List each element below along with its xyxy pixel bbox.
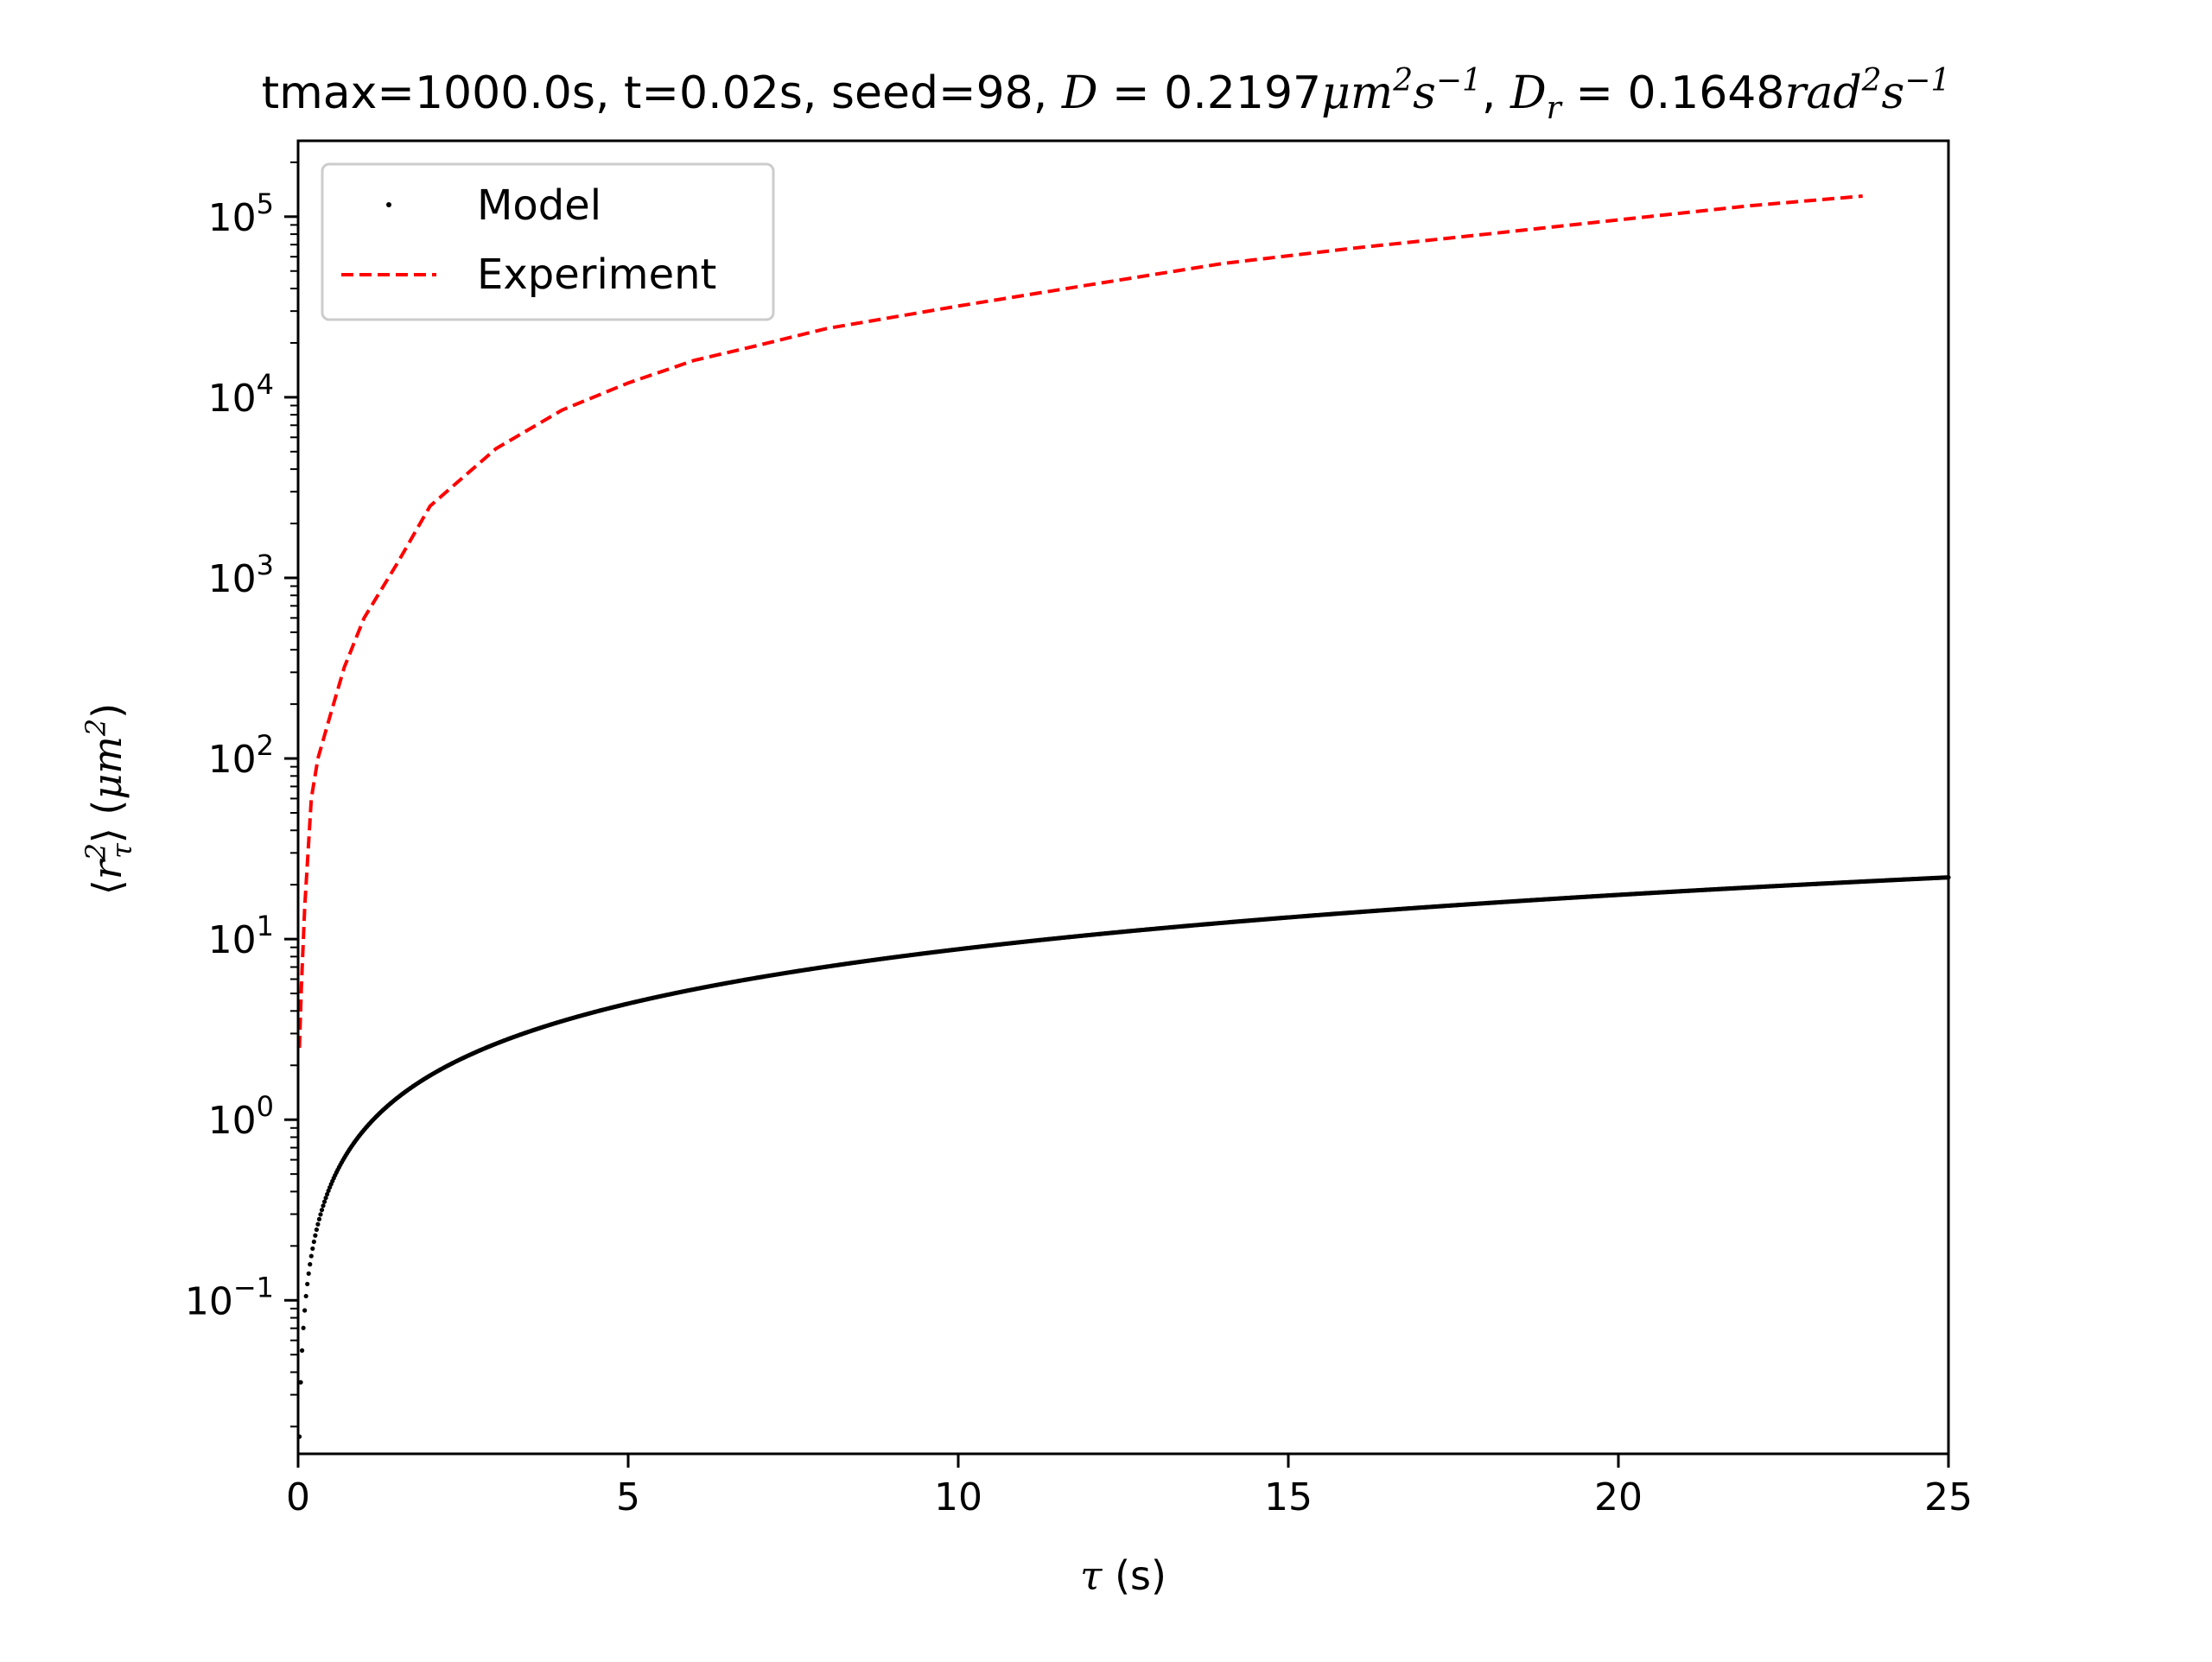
y-label-unit-close: ) [84,703,130,719]
y-label-unit-var: μm [84,736,130,800]
model-point [311,1239,316,1245]
title-dr-exp1: 2 [1861,63,1882,98]
x-tick-label: 20 [1594,1475,1643,1519]
y-label-sup: 2 [79,843,112,861]
model-point [301,1325,306,1330]
x-tick-label: 15 [1264,1475,1313,1519]
title-d-exp2: −1 [1436,63,1482,98]
model-point [299,1348,305,1353]
title-dr-s: s [1882,67,1905,119]
title-dr-unit: rad [1784,67,1861,119]
model-point [315,1221,321,1227]
model-point [319,1208,325,1213]
model-point [298,1380,303,1385]
x-tick-label: 25 [1924,1475,1973,1519]
model-point [316,1216,322,1221]
series-experiment-line [297,193,1863,1049]
legend-model-label: Model [477,181,601,230]
y-axis: 10−1 100 101 102 103 104 105 [185,161,298,1428]
x-tick-label: 10 [934,1475,982,1519]
model-point [302,1308,308,1313]
model-point [321,1199,327,1204]
title-dr-exp2: −1 [1904,63,1950,98]
model-point [323,1196,328,1201]
y-tick-label: 101 [208,910,274,962]
x-axis: 0 5 10 15 20 25 [286,1454,1973,1519]
title-d-s: s [1413,67,1436,119]
y-tick-label: 103 [208,549,274,601]
y-label-open: ⟨ [84,879,130,895]
y-axis-label: ⟨r2τ⟩ (μm2) [79,703,138,895]
y-tick-label: 105 [208,187,274,240]
x-tick-label: 0 [286,1475,310,1519]
model-point [318,1212,323,1217]
y-label-unit-open: ( [84,800,130,828]
y-label-sub: τ [105,842,138,859]
model-point [303,1293,308,1299]
title-dr-value: 0.1648 [1628,67,1785,119]
model-point [305,1281,310,1287]
y-label-var: r [84,858,130,879]
y-tick-label: 102 [208,729,274,782]
y-label-unit-sup: 2 [79,719,112,737]
model-point [321,1203,326,1208]
legend-experiment-label: Experiment [477,251,716,299]
x-axis-label: τ (s) [1080,1552,1166,1599]
title-d-exp1: 2 [1392,63,1413,98]
model-point [308,1262,313,1267]
y-tick-label: 10−1 [185,1271,274,1323]
title-d-unit: μm [1321,67,1393,119]
model-point [325,1191,330,1197]
legend-model-marker [386,202,391,207]
title-d-value: 0.2197 [1164,67,1321,119]
title-d-symbol: D [1061,67,1098,119]
legend: Model Experiment [321,162,775,321]
chart-title: tmax=1000.0s, t=0.02s, seed=98, D = 0.21… [262,63,1951,126]
model-point [314,1227,319,1233]
x-tick-label: 5 [616,1475,640,1519]
title-dr-symbol: D [1510,67,1547,119]
x-label-symbol: τ [1080,1552,1103,1599]
x-label-unit: (s) [1102,1552,1166,1599]
title-dr-sub: r [1547,91,1563,126]
y-label-close: ⟩ [84,828,130,843]
model-point [306,1271,311,1276]
title-prefix: tmax=1000.0s, t=0.02s, seed=98, [262,67,1062,119]
plot-frame [296,139,1950,1456]
series-model [296,875,1951,1439]
model-point [313,1233,318,1238]
model-point [308,1253,314,1259]
y-tick-label: 104 [208,368,274,421]
legend-box [321,162,775,321]
model-point [310,1246,315,1252]
y-tick-label: 100 [208,1090,274,1143]
title-separator: , [1482,67,1510,119]
